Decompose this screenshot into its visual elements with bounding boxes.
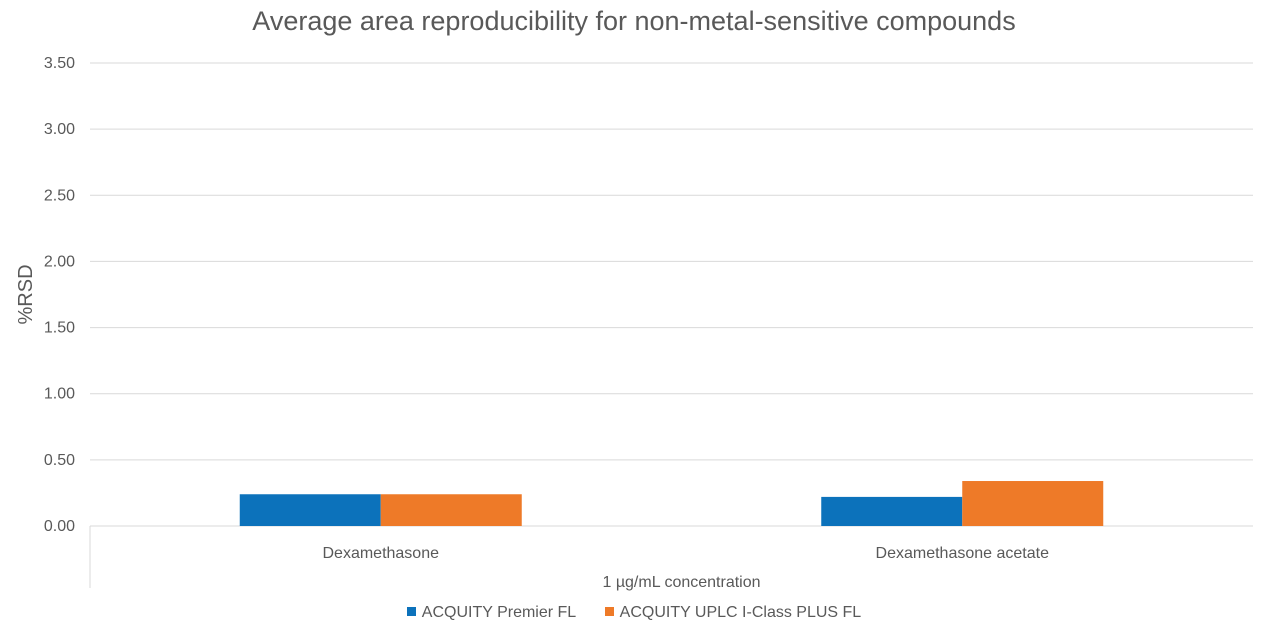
y-tick-label: 2.50 xyxy=(44,187,75,204)
y-axis-title: %RSD xyxy=(15,264,37,324)
legend-item-series-2: ACQUITY UPLC I-Class PLUS FL xyxy=(604,604,862,622)
legend-swatch-series-1 xyxy=(406,607,416,616)
bar xyxy=(962,481,1104,526)
bar xyxy=(821,496,963,526)
legend-label-series-1: ACQUITY Premier FL xyxy=(421,604,577,621)
legend-label-series-2: ACQUITY UPLC I-Class PLUS FL xyxy=(619,604,862,621)
y-tick-label: 2.00 xyxy=(44,253,75,270)
y-tick-label: 1.00 xyxy=(44,386,75,403)
y-tick-label: 0.00 xyxy=(44,518,75,535)
chart-title: Average area reproducibility for non-met… xyxy=(252,6,1016,36)
legend: ACQUITY Premier FL ACQUITY UPLC I-Class … xyxy=(0,604,1268,622)
bar xyxy=(380,494,522,526)
bar xyxy=(239,494,381,526)
legend-item-series-1: ACQUITY Premier FL xyxy=(406,604,577,622)
y-tick-label: 3.00 xyxy=(44,121,75,138)
x-axis-title: 1 µg/mL concentration xyxy=(602,574,760,591)
x-category-label: Dexamethasone xyxy=(322,545,439,562)
y-tick-label: 0.50 xyxy=(44,452,75,469)
x-category-label: Dexamethasone acetate xyxy=(876,545,1050,562)
y-tick-label: 1.50 xyxy=(44,320,75,337)
legend-swatch-series-2 xyxy=(604,607,614,616)
y-tick-label: 3.50 xyxy=(44,55,75,72)
